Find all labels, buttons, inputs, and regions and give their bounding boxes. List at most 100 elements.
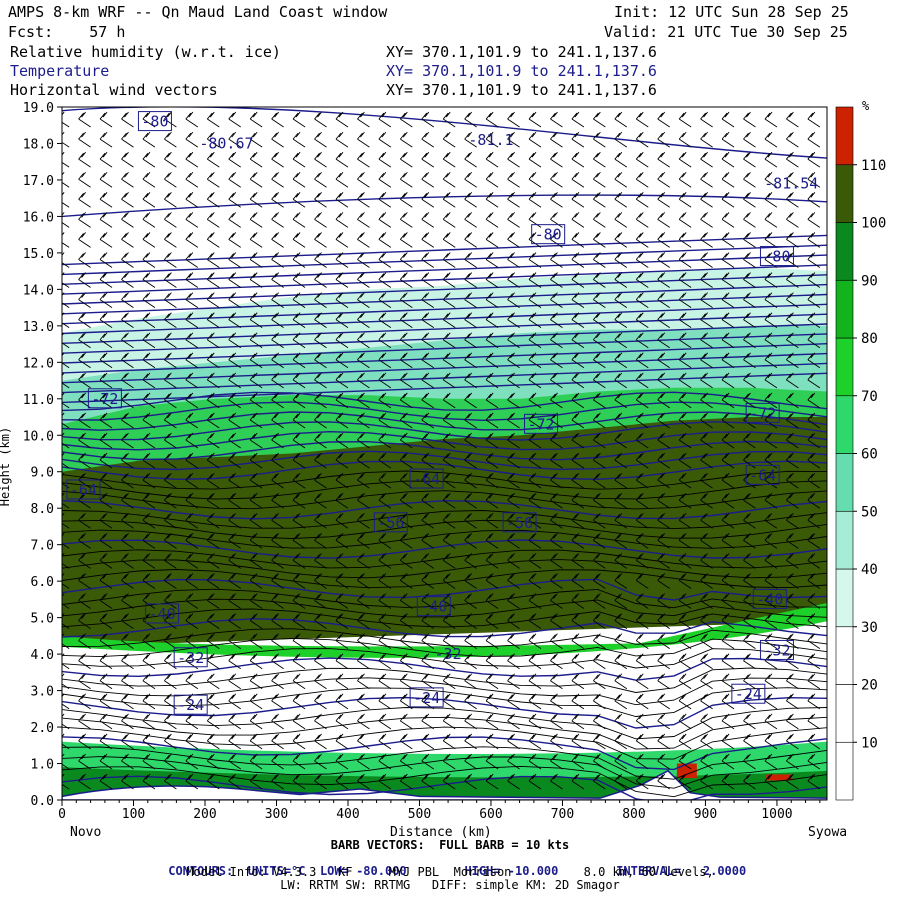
x-tick-label: 700	[551, 807, 574, 822]
wind-barb	[99, 633, 113, 650]
wind-barb	[442, 232, 456, 248]
wind-barb	[464, 773, 477, 790]
wind-barb	[292, 352, 306, 369]
contour-label-box	[173, 694, 208, 715]
wind-barb	[442, 773, 456, 790]
wind-barb	[507, 272, 520, 288]
wind-barb	[807, 452, 821, 469]
wind-barb	[185, 292, 199, 308]
wind-barb	[528, 593, 542, 609]
wind-barb	[721, 553, 735, 569]
wind-barb	[485, 673, 499, 690]
wind-barb	[635, 332, 649, 349]
colorbar-tick-label: 40	[861, 562, 878, 578]
wind-barb	[700, 673, 713, 690]
wind-barb	[507, 553, 520, 569]
wind-barb	[164, 553, 177, 569]
wind-barb	[228, 593, 241, 609]
wind-barb	[399, 412, 413, 429]
wind-barb	[357, 512, 370, 529]
wind-barb	[807, 432, 821, 449]
wind-barb	[442, 512, 456, 529]
wind-barb	[485, 352, 499, 369]
wind-barb	[593, 693, 606, 710]
wind-barb	[678, 773, 692, 790]
wind-barb	[335, 312, 349, 329]
wind-barb	[571, 192, 585, 208]
wind-barb	[357, 673, 370, 690]
wind-barb	[678, 252, 692, 268]
wind-barb	[807, 151, 821, 168]
wind-barb	[206, 673, 220, 690]
wind-barb	[593, 151, 606, 168]
wind-barb	[271, 111, 284, 128]
wind-barb	[78, 171, 91, 188]
wind-barb	[142, 693, 156, 710]
wind-barb	[249, 653, 263, 670]
wind-barb	[464, 352, 477, 369]
wind-barb	[142, 352, 156, 369]
wind-barb	[485, 713, 499, 730]
wind-barb	[743, 352, 756, 369]
wind-barb	[485, 372, 499, 389]
wind-barb	[764, 332, 778, 349]
wind-barb	[571, 553, 585, 569]
wind-barb	[249, 452, 263, 469]
wind-barb	[721, 613, 735, 629]
temperature-contour	[62, 470, 827, 490]
wind-barb	[78, 151, 91, 168]
wind-barb	[593, 171, 606, 188]
colorbar-bin	[835, 626, 854, 685]
wind-barb	[271, 292, 284, 308]
contour-label: -40	[756, 590, 783, 608]
wind-barb	[571, 693, 585, 710]
wind-barb	[99, 492, 113, 509]
wind-barb	[464, 492, 477, 509]
wind-barb	[314, 593, 327, 609]
wind-barb	[550, 292, 563, 308]
wind-barb	[78, 613, 91, 629]
model-info-2: LW: RRTM SW: RRTMG DIFF: simple KM: 2D S…	[280, 878, 620, 892]
wind-barb	[421, 593, 435, 609]
wind-barb	[121, 352, 134, 369]
wind-barb	[593, 332, 606, 349]
wind-barb	[357, 352, 370, 369]
wind-barb	[121, 131, 134, 148]
wind-barb	[614, 131, 628, 148]
wind-barb	[700, 512, 713, 529]
wind-barb	[807, 252, 821, 268]
wind-barb	[764, 713, 778, 730]
wind-barb	[721, 111, 735, 128]
contour-label-box	[524, 413, 559, 434]
wind-barb	[314, 533, 327, 549]
wind-barb	[78, 753, 91, 770]
forecast-hour: Fcst: 57 h	[8, 23, 126, 41]
wind-barb	[507, 352, 520, 369]
wind-barb	[571, 432, 585, 449]
wind-barb	[528, 613, 542, 629]
wind-barb	[378, 192, 392, 208]
endpoint-left: Novo	[70, 825, 102, 840]
wind-barb	[678, 613, 692, 629]
wind-barb	[635, 773, 649, 790]
wind-barb	[464, 533, 477, 549]
wind-barb	[271, 593, 284, 609]
wind-barb	[121, 733, 134, 750]
temperature-contour	[62, 510, 827, 530]
wind-barb	[528, 372, 542, 389]
wind-barb	[635, 151, 649, 168]
wind-barb	[206, 472, 220, 489]
wind-barb	[228, 432, 241, 449]
temperature-contour-upper	[62, 107, 827, 159]
wind-barb	[164, 452, 177, 469]
colorbar-bin	[835, 453, 854, 512]
contour-label-box	[731, 683, 766, 704]
wind-barb	[228, 753, 241, 770]
wind-barb	[721, 693, 735, 710]
wind-barb	[657, 553, 670, 569]
wind-barb	[614, 693, 628, 710]
wind-barb	[571, 352, 585, 369]
wind-barb	[99, 151, 113, 168]
wind-barb	[721, 512, 735, 529]
wind-barb	[528, 573, 542, 589]
